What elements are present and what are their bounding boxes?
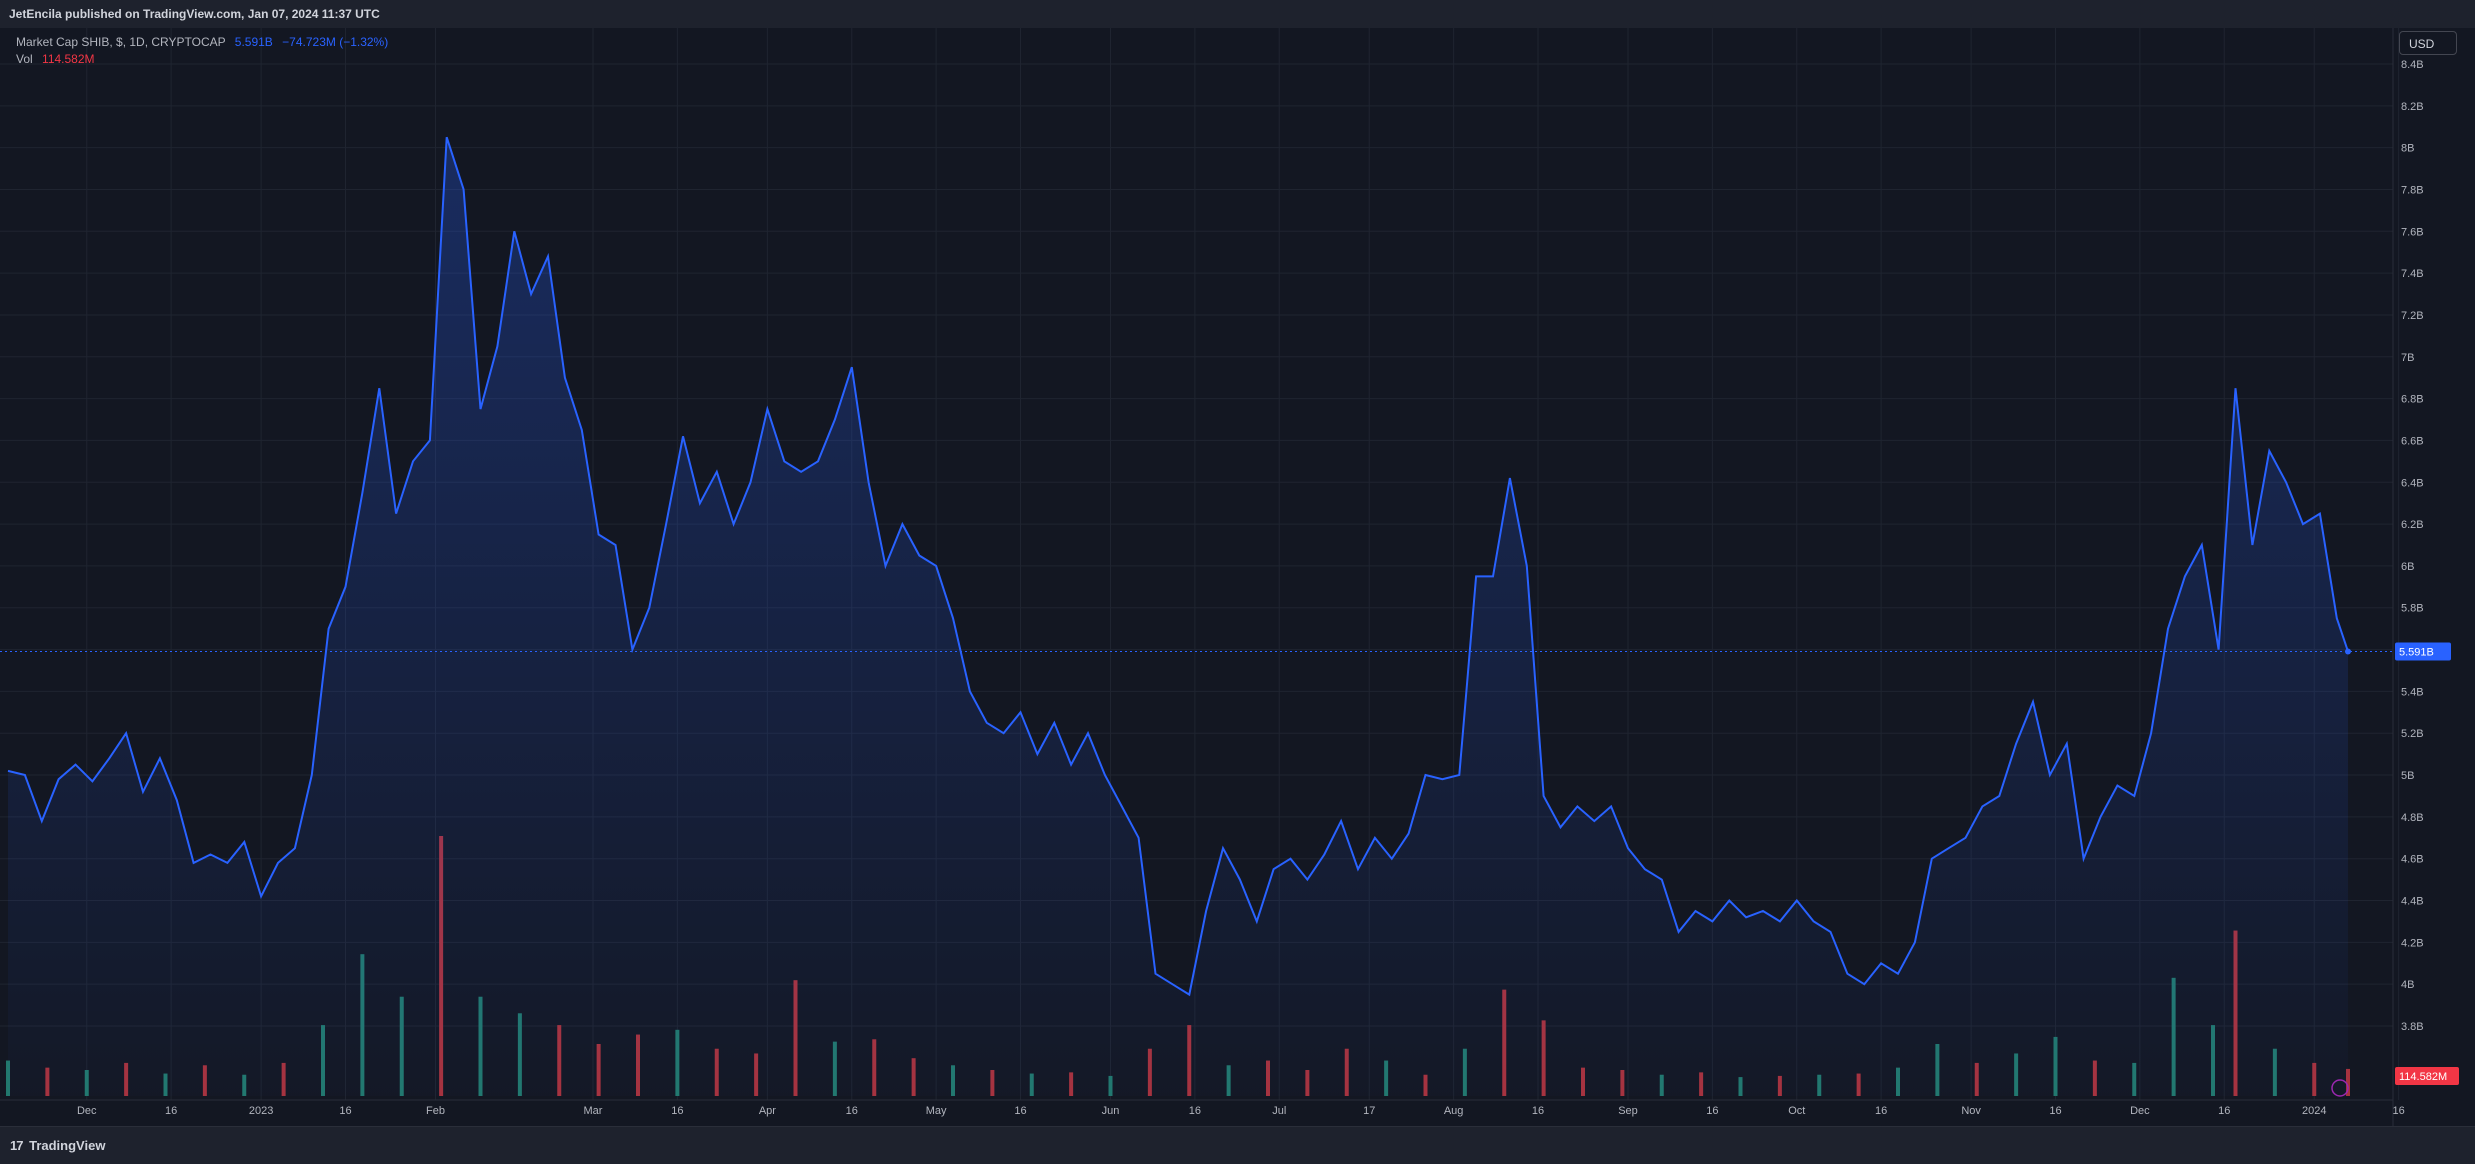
y-axis-tick-label: 7.8B	[2401, 184, 2424, 196]
y-axis-tick-label: 6.6B	[2401, 435, 2424, 447]
legend-volume-value: 114.582M	[42, 52, 95, 66]
price-area-fill	[8, 137, 2348, 1096]
legend-main-row: Market Cap SHIB, $, 1D, CRYPTOCAP 5.591B…	[16, 34, 388, 51]
x-axis-tick-label: 16	[1189, 1105, 1201, 1117]
y-axis-tick-label: 8B	[2401, 143, 2414, 155]
legend-symbol-title: Market Cap SHIB, $, 1D, CRYPTOCAP	[16, 35, 226, 49]
legend-volume-row: Vol 114.582M	[16, 51, 388, 68]
y-axis-tick-label: 3.8B	[2401, 1021, 2424, 1033]
y-axis-tick-label: 6.4B	[2401, 477, 2424, 489]
last-price-dot	[2345, 648, 2351, 655]
x-axis-tick-label: Oct	[1788, 1105, 1805, 1117]
x-axis-tick-label: Sep	[1618, 1105, 1638, 1117]
y-axis-tick-label: 7.2B	[2401, 310, 2424, 322]
x-axis-tick-label: 16	[339, 1105, 351, 1117]
x-axis-tick-label: 16	[1706, 1105, 1718, 1117]
legend-price-change: −74.723M (−1.32%)	[282, 35, 389, 49]
y-axis-tick-label: 8.4B	[2401, 59, 2424, 71]
x-axis-tick-label: Apr	[759, 1105, 776, 1117]
x-axis-tick-label: Mar	[584, 1105, 603, 1117]
price-line	[7, 136, 2349, 997]
last-price-badge	[2395, 642, 2451, 661]
x-axis-tick-label: 16	[1014, 1105, 1026, 1117]
x-axis-tick-label: Dec	[77, 1105, 97, 1117]
x-axis-tick-label: 2023	[249, 1105, 273, 1117]
y-axis-tick-label: 7.4B	[2401, 268, 2424, 280]
chart-legend: Market Cap SHIB, $, 1D, CRYPTOCAP 5.591B…	[16, 34, 388, 68]
y-axis-tick-label: 5.4B	[2401, 686, 2424, 698]
x-axis-tick-label: Dec	[2130, 1105, 2150, 1117]
y-axis-tick-label: 4.2B	[2401, 937, 2424, 949]
x-axis-tick-label: May	[926, 1105, 947, 1117]
x-axis-tick-label: 16	[1875, 1105, 1887, 1117]
x-axis-tick-label: 17	[1363, 1105, 1375, 1117]
tradingview-logo[interactable]: 17 TradingView	[10, 1138, 105, 1153]
y-axis-tick-label: 5.2B	[2401, 728, 2424, 740]
y-axis-tick-label: 5B	[2401, 770, 2414, 782]
x-axis-tick-label: 16	[165, 1105, 177, 1117]
market-cap-chart[interactable]: 8.4B 8.2B 8B 7.8B 7.6B 7.4B 7.2B 7B 6.8B 6.6B 6.4B…	[0, 28, 2475, 1126]
y-axis-tick-label: 4.6B	[2401, 854, 2424, 866]
y-axis-tick-label: 6.2B	[2401, 519, 2424, 531]
currency-selector-button[interactable]: USD	[2399, 31, 2457, 55]
y-axis-tick-label: 4.4B	[2401, 896, 2424, 908]
y-axis-tick-label: 4.8B	[2401, 812, 2424, 824]
x-axis-tick-label: Nov	[1961, 1105, 1981, 1117]
last-volume-badge-text: 114.582M	[2399, 1071, 2447, 1083]
x-axis-tick-label: 16	[2218, 1105, 2230, 1117]
footer-bar: 17 TradingView	[0, 1126, 2475, 1164]
x-axis-tick-label: 16	[1532, 1105, 1544, 1117]
y-axis-tick-label: 8.2B	[2401, 101, 2424, 113]
x-axis-tick-label: Aug	[1444, 1105, 1464, 1117]
lightning-icon[interactable]	[2331, 1079, 2349, 1097]
y-axis-tick-label: 7.6B	[2401, 226, 2424, 238]
y-axis-tick-label: 4B	[2401, 979, 2414, 991]
x-axis-tick-label: 16	[2393, 1105, 2405, 1117]
x-axis-tick-label: Jun	[1102, 1105, 1120, 1117]
last-volume-badge	[2395, 1067, 2459, 1085]
tradingview-brand-text: TradingView	[29, 1138, 106, 1153]
last-price-badge-text: 5.591B	[2399, 646, 2434, 658]
legend-volume-label: Vol	[16, 52, 33, 66]
y-axis-tick-label: 7B	[2401, 352, 2414, 364]
y-axis-tick-label: 6.8B	[2401, 394, 2424, 406]
y-axis-tick-label: 6B	[2401, 561, 2414, 573]
legend-price-value: 5.591B	[234, 35, 273, 49]
x-axis-tick-label: 2024	[2302, 1105, 2326, 1117]
x-axis-tick-label: Feb	[426, 1105, 445, 1117]
tradingview-logo-icon: 17	[10, 1138, 24, 1153]
x-axis-tick-label: 16	[846, 1105, 858, 1117]
x-axis-tick-label: Jul	[1272, 1105, 1286, 1117]
y-axis-tick-label: 5.8B	[2401, 603, 2424, 615]
x-axis-tick-label: 16	[671, 1105, 683, 1117]
x-axis-tick-label: 16	[2049, 1105, 2061, 1117]
published-by-text: JetEncila published on TradingView.com, …	[9, 7, 380, 21]
top-bar: JetEncila published on TradingView.com, …	[0, 0, 2475, 29]
